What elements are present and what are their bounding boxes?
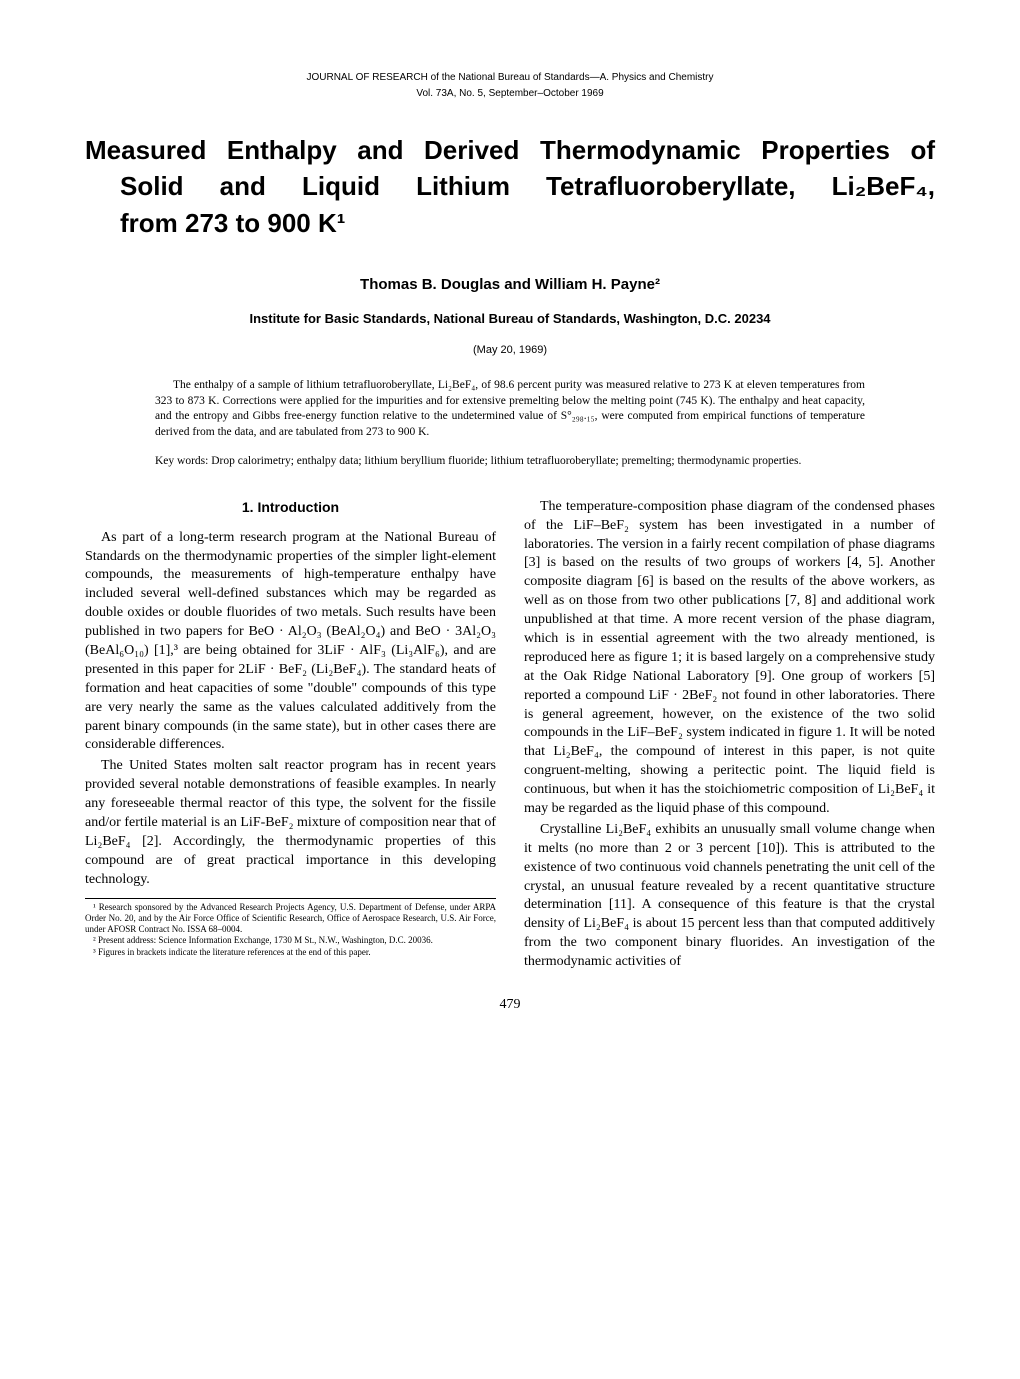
- authors: Thomas B. Douglas and William H. Payne²: [85, 276, 935, 293]
- paper-title: Measured Enthalpy and Derived Thermodyna…: [85, 132, 935, 241]
- body-columns: 1. Introduction As part of a long-term r…: [85, 498, 935, 972]
- section-heading: 1. Introduction: [85, 498, 496, 517]
- abstract: The enthalpy of a sample of lithium tetr…: [85, 378, 935, 440]
- institute: Institute for Basic Standards, National …: [85, 311, 935, 326]
- paragraph-3: The temperature-composition phase diagra…: [524, 498, 935, 819]
- footnotes: ¹ Research sponsored by the Advanced Res…: [85, 898, 496, 958]
- footnote-2: ² Present address: Science Information E…: [85, 935, 496, 946]
- submission-date: (May 20, 1969): [85, 344, 935, 356]
- title-line-1: Measured Enthalpy and Derived Thermodyna…: [85, 132, 935, 168]
- journal-name: JOURNAL OF RESEARCH of the National Bure…: [85, 70, 935, 86]
- title-line-3: from 273 to 900 K¹: [85, 205, 935, 241]
- journal-header: JOURNAL OF RESEARCH of the National Bure…: [85, 70, 935, 102]
- journal-volume: Vol. 73A, No. 5, September–October 1969: [85, 86, 935, 102]
- paragraph-4: Crystalline Li₂BeF₄ exhibits an unusuall…: [524, 821, 935, 972]
- title-line-2: Solid and Liquid Lithium Tetrafluorobery…: [85, 168, 935, 204]
- footnote-3: ³ Figures in brackets indicate the liter…: [85, 947, 496, 958]
- paragraph-2: The United States molten salt reactor pr…: [85, 757, 496, 889]
- footnote-1: ¹ Research sponsored by the Advanced Res…: [85, 902, 496, 936]
- keywords: Key words: Drop calorimetry; enthalpy da…: [85, 454, 935, 470]
- paragraph-1: As part of a long-term research program …: [85, 529, 496, 756]
- page-number: 479: [85, 997, 935, 1013]
